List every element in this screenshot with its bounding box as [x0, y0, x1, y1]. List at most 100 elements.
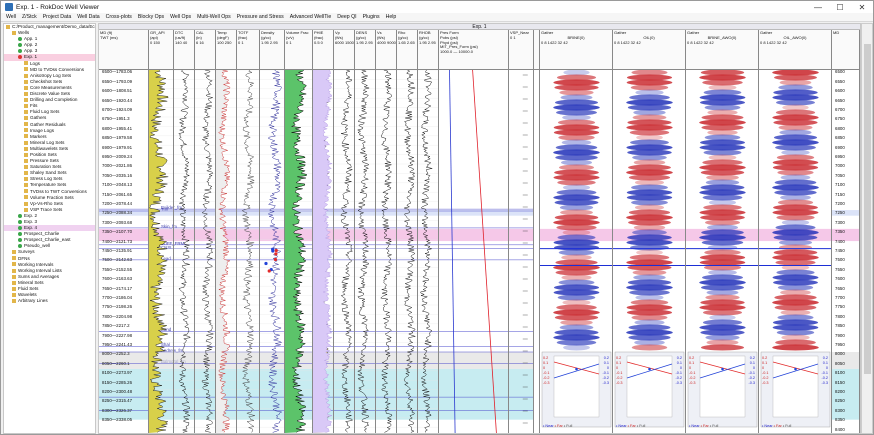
menu-item-deep-qi[interactable]: Deep QI: [337, 14, 357, 20]
tree-node[interactable]: Exp. 1: [4, 54, 95, 61]
md-twt-track[interactable]: MD (ft) TWT (ms) 6500—1783.06 6550—1793.09 6…: [99, 30, 186, 433]
track-header[interactable]: Gather OIL(0) 0 8 1422 32 42: [613, 30, 685, 70]
log-track-rhob[interactable]: RHOB (g/cc) 1.95 2.95: [418, 30, 439, 433]
menu-item-cross-plots[interactable]: Cross-plots: [105, 14, 132, 20]
tree-node[interactable]: Discrete Value Sets: [4, 91, 95, 97]
tree-node[interactable]: DFNs: [4, 256, 95, 262]
pressure-track[interactable]: Pres Form Pobs (psi) Phyd (psi) MIT_Pres_Fo…: [439, 30, 509, 433]
tree-node[interactable]: Core Measurements: [4, 85, 95, 91]
track-header[interactable]: MD: [832, 30, 859, 70]
track-header[interactable]: Vp(ft/s)6000 15000: [334, 30, 354, 70]
tree-node[interactable]: Fluid Log Sets: [4, 109, 95, 115]
tree-node[interactable]: Image Logs: [4, 128, 95, 134]
gather-track-1[interactable]: Gather OIL(0) 0 8 1422 32 42 0.2 0.2 0.1 0.1 0 0…: [613, 30, 686, 433]
menu-item-help[interactable]: Help: [385, 14, 397, 20]
track-header[interactable]: PHIE (frac) 0.5 0: [313, 30, 333, 70]
tree-node[interactable]: Fluid Sets: [4, 286, 95, 292]
vertical-scrollbar[interactable]: [861, 23, 873, 434]
menu-item-multi-well-ops[interactable]: Multi-Well Ops: [197, 14, 231, 20]
tree-node[interactable]: Pseudo_well: [4, 243, 95, 249]
tree-node[interactable]: Volume Fraction Sets: [4, 195, 95, 201]
menu-item-advanced-welltie[interactable]: Advanced WellTie: [289, 14, 332, 20]
gather-track-2[interactable]: Gather BRINE_AWO(0) 0 8 1422 32 42 0.2 0.2 0.…: [686, 30, 759, 433]
tree-node[interactable]: Fits: [4, 103, 95, 109]
log-tracks-area[interactable]: MD (ft) TWT (ms) 6500—1783.06 6550—1793.09 6…: [99, 30, 860, 433]
tree-node[interactable]: Gathers: [4, 115, 95, 121]
tree-node[interactable]: Gather Residuals: [4, 122, 95, 128]
track-header[interactable]: Rho (g/cc) 1.65 2.65: [397, 30, 417, 70]
menu-item-project-data[interactable]: Project Data: [42, 14, 72, 20]
tree-node[interactable]: Prospect_Charlie_east: [4, 237, 95, 243]
tree-node[interactable]: Saturation Sets: [4, 164, 95, 170]
track-header[interactable]: MD (ft) TWT (ms): [99, 30, 148, 70]
log-track-rho[interactable]: Rho (g/cc) 1.65 2.65: [397, 30, 418, 433]
track-header[interactable]: CAL (in) 6 16: [195, 30, 215, 70]
track-header[interactable]: Gather OIL_AWO(0) 0 8 1422 32 42: [759, 30, 831, 70]
log-track-totf[interactable]: TOTF (frac) 0 1: [237, 30, 260, 433]
project-tree[interactable]: C:/Product_management/Demo_data/Eco_gRip…: [3, 23, 96, 434]
track-header[interactable]: Gather BRINE_AWO(0) 0 8 1422 32 42: [686, 30, 758, 70]
menu-item-z-stck[interactable]: Z/Stck: [22, 14, 37, 20]
tree-node[interactable]: Mineral Log Sets: [4, 140, 95, 146]
tree-node[interactable]: Drilling and Completion: [4, 97, 95, 103]
vsp-track[interactable]: VSP_Near 0 1: [509, 30, 534, 433]
tree-node[interactable]: Shaley Sand Sets: [4, 170, 95, 176]
log-track-dtc[interactable]: DTC (us/ft) 140 40: [174, 30, 195, 433]
tree-node[interactable]: Vp-Vs-Rho Sets: [4, 201, 95, 207]
log-track-phie[interactable]: PHIE (frac) 0.5 0: [313, 30, 334, 433]
log-track-cal[interactable]: CAL (in) 6 16: [195, 30, 216, 433]
log-track-density[interactable]: Density (g/cc) 1.95 2.95: [260, 30, 285, 433]
tree-node[interactable]: VSP Trace Sets: [4, 207, 95, 213]
tree-node[interactable]: Sums and Averages: [4, 274, 95, 280]
track-header[interactable]: Temp (degF) 100 250: [216, 30, 236, 70]
tree-node[interactable]: Anisotropy Log Sets: [4, 73, 95, 79]
log-track-dens[interactable]: DENS (g/cc) 1.95 2.95: [355, 30, 376, 433]
tree-node[interactable]: C:/Product_management/Demo_data/Eco_gRip: [4, 24, 95, 30]
tree-node[interactable]: Position Sets: [4, 152, 95, 158]
track-header[interactable]: DENS (g/cc) 1.95 2.95: [355, 30, 375, 70]
track-header[interactable]: GR_API (api) 0 150: [149, 30, 173, 70]
minimize-button[interactable]: —: [814, 2, 822, 12]
spacer-track[interactable]: [534, 30, 540, 433]
tree-node[interactable]: Checkshot Sets: [4, 79, 95, 85]
menu-item-well-ops[interactable]: Well Ops: [170, 14, 192, 20]
tree-node[interactable]: MD to TVDss Conversions: [4, 67, 95, 73]
track-header[interactable]: VSP_Near 0 1: [509, 30, 533, 70]
menu-item-plugins[interactable]: Plugins: [362, 14, 380, 20]
close-button[interactable]: ✕: [858, 2, 866, 12]
tree-node[interactable]: Stress Log Sets: [4, 176, 95, 182]
tree-node[interactable]: Wells: [4, 30, 95, 36]
tree-node[interactable]: Arbitrary Lines: [4, 298, 95, 304]
track-header[interactable]: Pres Form Pobs (psi) Phyd (psi) MIT_Pres_Fo…: [439, 30, 508, 70]
log-track-gr-api[interactable]: GR_API (api) 0 150: [149, 30, 174, 433]
tree-node[interactable]: Mineral Sets: [4, 280, 95, 286]
tree-node[interactable]: App. 1: [4, 36, 95, 42]
menu-item-blocky-ops[interactable]: Blocky Ops: [137, 14, 165, 20]
log-track-volume-frac[interactable]: Volume Frac (v/v) 0 1: [285, 30, 313, 433]
tree-node[interactable]: Prospect_Charlie: [4, 231, 95, 237]
track-header[interactable]: TOTF (frac) 0 1: [237, 30, 259, 70]
tree-node[interactable]: Markers: [4, 134, 95, 140]
tree-node[interactable]: App. 2: [4, 42, 95, 48]
track-header[interactable]: DTC (us/ft) 140 40: [174, 30, 194, 70]
log-track-temp[interactable]: Temp (degF) 100 250: [216, 30, 237, 433]
gather-track-0[interactable]: Gather BRINE(0) 0 8 1422 32 42 0.2 0.2 0.1 0.1…: [540, 30, 613, 433]
tree-node[interactable]: Multiwavelets Sets: [4, 146, 95, 152]
track-header[interactable]: RHOB (g/cc) 1.95 2.95: [418, 30, 438, 70]
log-track-vp[interactable]: Vp(ft/s)6000 15000: [334, 30, 355, 433]
tree-node[interactable]: TVDss to TWT Conversions: [4, 189, 95, 195]
track-header[interactable]: Density (g/cc) 1.95 2.95: [260, 30, 284, 70]
tree-node[interactable]: Exp. 4: [4, 225, 95, 232]
tree-node[interactable]: Pressure Sets: [4, 158, 95, 164]
maximize-button[interactable]: ☐: [836, 2, 844, 12]
tree-node[interactable]: Working Intervals: [4, 262, 95, 268]
menu-item-well[interactable]: Well: [6, 14, 16, 20]
menu-item-pressure-and-stress[interactable]: Pressure and Stress: [236, 14, 284, 20]
tree-node[interactable]: Exp. 3: [4, 219, 95, 225]
scrollbar-thumb[interactable]: [864, 44, 871, 374]
track-header[interactable]: Gather BRINE(0) 0 8 1422 32 42: [540, 30, 612, 70]
track-header[interactable]: Volume Frac (v/v) 0 1: [285, 30, 312, 70]
gather-track-3[interactable]: Gather OIL_AWO(0) 0 8 1422 32 42 0.2 0.2 0.1 0…: [759, 30, 832, 433]
tree-node[interactable]: Temperature Sets: [4, 182, 95, 188]
tree-node[interactable]: Logs: [4, 61, 95, 67]
